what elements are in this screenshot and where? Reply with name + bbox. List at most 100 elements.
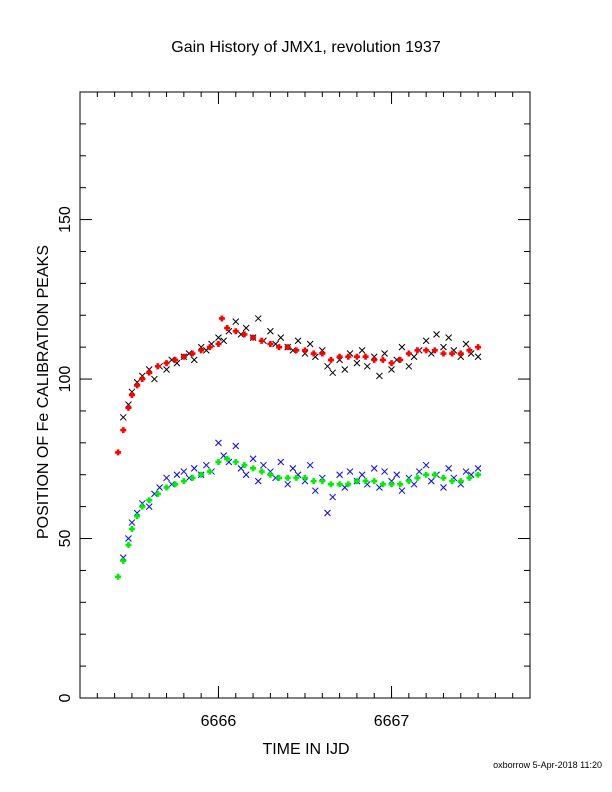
data-point [115,449,122,456]
data-point [324,362,331,370]
series-4 [115,455,482,580]
data-point [168,356,176,364]
series-2 [115,315,482,456]
data-point [250,334,257,341]
data-point [376,372,383,380]
data-point [249,455,257,463]
data-point [115,573,122,580]
data-point [388,360,395,367]
data-point [410,480,418,488]
y-tick-label: 0 [57,693,74,702]
data-point [189,474,196,481]
data-point [462,468,470,475]
data-point [405,362,413,370]
data-point [353,359,361,367]
data-point [433,331,440,338]
data-point [422,337,430,345]
data-point [398,343,406,351]
data-point [119,413,127,421]
data-point [381,350,388,357]
data-point [258,468,265,475]
data-point [427,477,435,485]
data-point [336,353,343,360]
data-point [232,318,240,325]
data-point [242,324,250,332]
data-point [423,347,430,354]
data-point [242,471,250,479]
data-point [190,356,198,364]
y-axis-label: POSITION OF Fe CALIBRATION PEAKS [35,245,52,539]
data-point [410,353,418,361]
data-point [168,480,176,488]
data-point [293,474,300,481]
data-point [156,484,163,491]
data-point [241,462,248,469]
data-point [440,484,447,491]
data-point [329,369,337,377]
data-point [405,350,412,357]
data-point [190,465,198,472]
data-point [277,334,285,341]
data-point [310,478,317,485]
data-point [202,461,210,469]
data-point [163,484,170,491]
data-point [206,344,213,351]
data-point [363,362,371,370]
data-point [198,347,205,354]
data-point [139,376,146,383]
data-point [173,471,181,479]
data-point [475,344,482,351]
data-point [218,315,225,322]
data-point [440,474,447,481]
data-point [139,503,146,510]
data-point [336,481,343,488]
data-point [371,478,378,485]
data-point [276,474,283,481]
data-point [397,481,404,488]
data-point [232,458,239,465]
data-point [327,356,334,363]
data-point [293,347,300,354]
data-point [215,458,222,465]
data-point [388,481,395,488]
data-point [134,513,141,520]
data-point [146,369,153,376]
data-point [302,474,308,481]
y-tick-label: 50 [57,530,74,548]
data-point [185,350,193,357]
data-point [125,541,132,548]
data-point [180,353,187,360]
x-tick-label: 6667 [374,713,410,730]
data-point [475,471,482,478]
data-point [379,356,386,363]
data-point [284,480,292,488]
data-point [215,334,222,341]
data-point [180,468,188,475]
data-point [345,353,352,360]
data-point [206,468,213,475]
data-point [445,465,453,472]
footer-stamp: oxborrow 5-Apr-2018 11:20 [493,760,602,770]
data-point [215,340,222,347]
data-point [232,328,239,335]
y-tick-label: 100 [57,366,74,393]
data-point [422,461,430,469]
data-point [163,360,170,367]
x-axis: 6666 6667 [96,92,514,730]
data-point [474,465,482,472]
data-point [379,481,386,488]
y-axis: 0 50 100 150 [57,91,530,702]
data-point [294,337,302,345]
data-point [415,468,423,475]
data-point [289,465,297,472]
data-point [172,481,179,488]
data-point [319,478,326,485]
data-point [284,344,291,351]
data-point [345,481,352,488]
data-point [466,474,473,481]
data-point [154,490,161,497]
data-point [172,356,179,363]
data-point [180,478,187,485]
data-point [267,340,274,347]
data-point [445,334,453,341]
